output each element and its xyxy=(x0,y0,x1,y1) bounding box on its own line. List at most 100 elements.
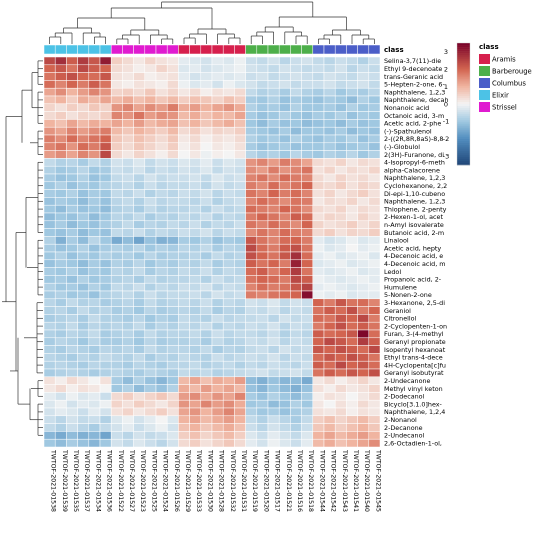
heatmap-cell xyxy=(278,80,291,89)
heatmap-cell xyxy=(357,119,370,128)
heatmap-cell xyxy=(43,236,56,245)
heatmap-cell xyxy=(256,212,269,222)
column-label: TWTOF-2021-01524 xyxy=(162,449,169,512)
heatmap-cell xyxy=(323,220,336,229)
heatmap-cell xyxy=(88,306,101,315)
heatmap-cell xyxy=(267,165,280,175)
heatmap-cell xyxy=(133,126,146,136)
heatmap-cell xyxy=(357,384,370,393)
heatmap-cell xyxy=(234,275,246,284)
heatmap-cell xyxy=(77,165,90,175)
heatmap-cell xyxy=(200,181,213,190)
heatmap-cell xyxy=(278,197,291,206)
heatmap-cell xyxy=(290,95,302,105)
heatmap-cell xyxy=(54,212,67,222)
heatmap-cell xyxy=(166,368,179,378)
colorbar-tick-label: -1 xyxy=(443,118,449,126)
heatmap-cell xyxy=(88,321,101,331)
heatmap-cell xyxy=(43,212,56,222)
heatmap-cell xyxy=(133,431,146,440)
heatmap-cell xyxy=(166,64,179,73)
heatmap-cell xyxy=(256,345,269,354)
heatmap-cell xyxy=(88,189,101,198)
heatmap-cell xyxy=(278,158,291,167)
heatmap-cell xyxy=(99,376,112,385)
heatmap-cell xyxy=(334,212,347,222)
heatmap-cell xyxy=(133,384,146,393)
colorbar-segment xyxy=(457,142,470,145)
heatmap-cell xyxy=(222,290,235,300)
column-label: TWTOF-2021-01533 xyxy=(195,449,202,512)
heatmap-cell xyxy=(323,212,336,222)
heatmap-cell xyxy=(211,259,224,268)
heatmap-cell xyxy=(77,251,90,261)
heatmap-cell xyxy=(77,220,90,229)
heatmap-cell xyxy=(200,119,213,128)
heatmap-cell xyxy=(54,119,67,128)
heatmap-cell xyxy=(144,220,157,229)
heatmap-cell xyxy=(166,353,179,362)
heatmap-cell xyxy=(267,228,280,237)
heatmap-cell xyxy=(346,251,358,261)
heatmap-cell xyxy=(245,150,258,159)
heatmap-cell xyxy=(312,126,325,136)
heatmap-cell xyxy=(323,189,336,198)
heatmap-cell xyxy=(133,134,146,144)
heatmap-cell xyxy=(122,290,134,300)
heatmap-cell xyxy=(278,173,291,183)
heatmap-cell xyxy=(155,407,168,417)
heatmap-cell xyxy=(301,431,314,440)
heatmap-cell xyxy=(133,438,146,448)
heatmap-cell xyxy=(200,353,213,362)
heatmap-cell xyxy=(133,275,146,284)
heatmap-cell xyxy=(334,259,347,268)
heatmap-cell xyxy=(267,438,280,448)
heatmap-cell xyxy=(290,181,302,190)
colorbar-segment xyxy=(457,79,470,82)
heatmap-cell xyxy=(334,80,347,89)
heatmap-cell xyxy=(267,306,280,315)
heatmap-cell xyxy=(290,399,302,409)
heatmap-cell xyxy=(189,243,202,253)
heatmap-cell xyxy=(312,189,325,198)
heatmap-cell xyxy=(357,275,370,284)
heatmap-cell xyxy=(155,150,168,159)
heatmap-cell xyxy=(77,64,90,73)
heatmap-cell xyxy=(312,165,325,175)
heatmap-cell xyxy=(267,251,280,261)
heatmap-cell xyxy=(155,158,168,167)
heatmap-cell xyxy=(312,329,325,339)
column-label: TWTOF-2021-01522 xyxy=(117,449,124,512)
heatmap-cell xyxy=(43,56,56,66)
heatmap-cell xyxy=(290,298,302,307)
colorbar-segment xyxy=(457,95,470,99)
heatmap-cell xyxy=(166,431,179,440)
heatmap-cell xyxy=(357,80,370,89)
heatmap-cell xyxy=(357,399,370,409)
colorbar-segment xyxy=(457,61,470,64)
heatmap-cell xyxy=(368,142,381,151)
heatmap-cell xyxy=(334,204,347,214)
heatmap-cell xyxy=(368,353,381,362)
heatmap-cell xyxy=(110,438,123,448)
heatmap-cell xyxy=(166,228,179,237)
heatmap-cell xyxy=(133,290,146,300)
heatmap-cell xyxy=(99,158,112,167)
heatmap-cell xyxy=(133,72,146,81)
heatmap-cell xyxy=(245,298,258,307)
heatmap-cell xyxy=(88,212,101,222)
heatmap-cell xyxy=(290,337,302,346)
heatmap-cell xyxy=(290,236,302,245)
heatmap-cell xyxy=(66,212,78,222)
heatmap-cell xyxy=(290,384,302,393)
heatmap-cell xyxy=(189,150,202,159)
heatmap-cell xyxy=(301,87,314,97)
heatmap-cell xyxy=(77,407,90,417)
heatmap-cell xyxy=(267,119,280,128)
heatmap-cell xyxy=(178,150,190,159)
heatmap-cell xyxy=(43,111,56,120)
heatmap-cell xyxy=(144,119,157,128)
heatmap-cell xyxy=(301,173,314,183)
heatmap-cell xyxy=(88,111,101,120)
